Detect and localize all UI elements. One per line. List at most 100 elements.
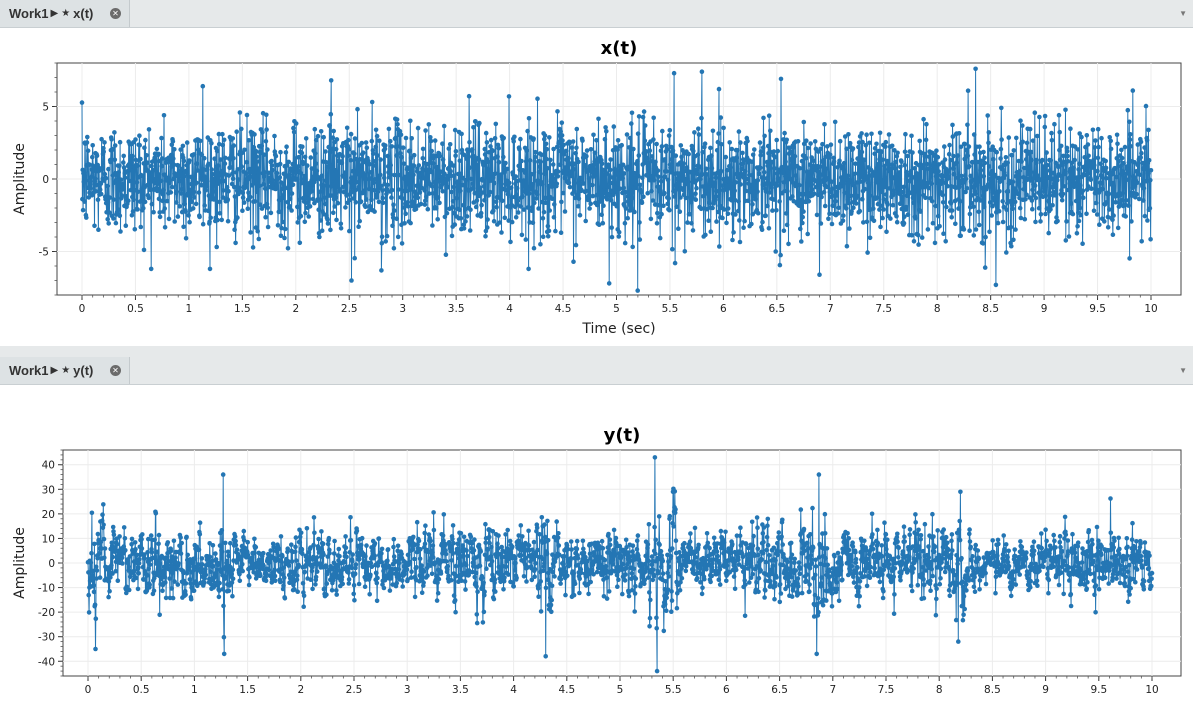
data-point	[1105, 225, 1111, 230]
data-point	[477, 563, 483, 569]
data-point	[440, 141, 445, 146]
data-point	[544, 146, 550, 152]
data-point	[113, 220, 119, 226]
data-point	[338, 187, 343, 192]
data-point	[413, 206, 419, 212]
data-point	[818, 146, 823, 152]
data-point	[434, 598, 440, 603]
data-point	[518, 523, 524, 528]
data-point	[120, 561, 125, 566]
data-point	[531, 136, 536, 141]
chevron-down-icon[interactable]: ▼	[1179, 366, 1187, 375]
close-icon[interactable]: ✕	[110, 8, 121, 19]
data-point	[1141, 186, 1147, 191]
data-point	[1074, 231, 1080, 236]
data-point	[469, 147, 475, 152]
data-point	[415, 125, 421, 131]
data-point	[780, 170, 786, 175]
data-point	[152, 537, 157, 543]
data-point	[1036, 205, 1042, 211]
data-point	[89, 174, 94, 180]
data-point	[369, 564, 375, 569]
data-point	[485, 547, 491, 552]
data-point	[174, 189, 180, 194]
data-point	[525, 205, 531, 210]
data-point	[472, 537, 477, 542]
data-point	[438, 169, 443, 174]
chevron-down-icon[interactable]: ▼	[1179, 9, 1187, 18]
data-point	[842, 190, 847, 196]
data-point	[230, 176, 236, 182]
data-point	[626, 590, 631, 595]
data-point	[883, 192, 889, 197]
data-point	[862, 186, 868, 192]
data-point	[161, 570, 167, 575]
data-point	[790, 180, 796, 185]
data-point	[101, 149, 106, 155]
data-point	[210, 543, 216, 548]
data-point	[363, 204, 368, 210]
data-point	[951, 153, 956, 159]
data-point	[154, 558, 159, 564]
data-point	[289, 559, 295, 564]
data-point	[226, 588, 232, 594]
data-point	[139, 188, 145, 194]
data-point	[981, 173, 987, 179]
data-point	[714, 219, 719, 224]
data-point	[514, 575, 519, 581]
data-point	[142, 145, 147, 150]
data-point	[327, 150, 333, 155]
data-point	[513, 560, 518, 566]
data-point	[364, 197, 369, 202]
data-point	[440, 157, 446, 162]
data-point	[305, 163, 310, 168]
data-point	[217, 580, 222, 586]
data-point	[135, 189, 141, 195]
data-point	[108, 159, 113, 165]
data-point	[322, 201, 328, 207]
data-point	[545, 577, 551, 582]
data-point	[182, 174, 187, 179]
data-point	[136, 561, 142, 566]
data-point	[117, 534, 122, 539]
data-point	[603, 125, 608, 130]
data-point	[495, 546, 501, 551]
data-point	[887, 186, 892, 191]
data-point	[121, 153, 126, 159]
data-point	[159, 576, 164, 582]
data-point	[316, 207, 322, 212]
tab-x[interactable]: Work1 ▶ ★ x(t) ✕	[0, 0, 130, 27]
data-point	[793, 173, 799, 178]
data-point	[733, 212, 738, 217]
data-point	[661, 203, 666, 209]
data-point	[677, 160, 683, 165]
data-point	[849, 157, 855, 163]
data-point	[561, 565, 567, 571]
tab-y[interactable]: Work1 ▶ ★ y(t) ✕	[0, 357, 130, 384]
data-point	[352, 598, 357, 603]
data-point	[1005, 160, 1010, 166]
data-point	[300, 144, 305, 149]
data-point	[1023, 197, 1028, 202]
data-point	[866, 200, 871, 205]
data-point	[829, 221, 835, 227]
close-icon[interactable]: ✕	[110, 365, 121, 376]
data-point	[350, 552, 356, 557]
data-point	[404, 567, 410, 572]
data-point	[231, 143, 237, 148]
data-point	[301, 604, 307, 609]
data-point	[641, 194, 646, 200]
data-point	[854, 180, 860, 185]
x-tick-label: 0.5	[127, 303, 144, 315]
data-point	[279, 225, 284, 231]
data-point	[846, 132, 851, 137]
data-point	[784, 211, 789, 216]
data-point	[101, 522, 106, 527]
data-point	[782, 130, 787, 136]
y-tick-label: -40	[38, 656, 55, 668]
data-point	[172, 579, 177, 584]
data-point	[405, 165, 410, 170]
data-point	[224, 558, 229, 564]
data-point	[453, 153, 458, 159]
data-point	[146, 127, 152, 132]
